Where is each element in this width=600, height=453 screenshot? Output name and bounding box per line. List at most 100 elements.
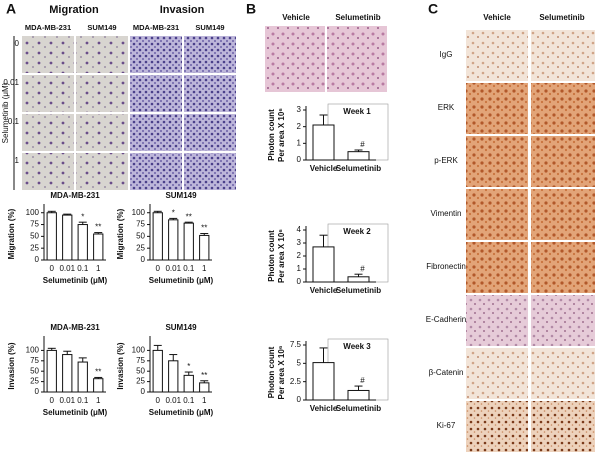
- bar: [168, 360, 179, 393]
- micrograph: [76, 75, 128, 112]
- row-label: IgG: [440, 50, 453, 59]
- bar: [46, 212, 57, 261]
- column-label: Selumetinib: [335, 13, 380, 22]
- dose-label: 0: [15, 39, 20, 48]
- row-label: Vimentin: [431, 209, 462, 218]
- y-tick-label: 25: [30, 377, 39, 386]
- dose-axis-label: Selumetinib (μM): [1, 82, 10, 143]
- x-tick-label: 0: [50, 264, 55, 273]
- bar: [183, 374, 194, 393]
- bar: [199, 234, 210, 261]
- x-tick-label: 0.1: [77, 396, 89, 405]
- y-tick-label: 0: [141, 255, 146, 264]
- micrograph: [184, 75, 236, 112]
- column-label: MDA-MB-231: [133, 23, 179, 32]
- y-axis-label: Migration (%): [7, 208, 16, 259]
- bar: [312, 124, 335, 161]
- y-tick-label: 0: [297, 277, 302, 286]
- y-tick-label: 100: [132, 346, 146, 355]
- y-tick-label: 0: [297, 155, 302, 164]
- x-tick-label: Selumetinib: [336, 286, 381, 295]
- x-tick-label: Selumetinib: [336, 164, 381, 173]
- row-label: E-Cadherin: [426, 315, 466, 324]
- x-tick-label: 1: [96, 396, 101, 405]
- chart-title: Week 2: [343, 227, 371, 236]
- significance: #: [360, 140, 365, 149]
- micrograph: [466, 348, 528, 399]
- panel-label: B: [246, 1, 256, 17]
- micrograph: [22, 114, 74, 151]
- micrograph: [531, 136, 595, 187]
- y-axis-label: Per area X 10⁶: [277, 229, 286, 283]
- bar: [347, 389, 370, 401]
- significance: **: [95, 368, 101, 377]
- micrograph: [327, 26, 387, 92]
- chart-title: MDA-MB-231: [50, 191, 100, 200]
- micrograph: [130, 153, 182, 190]
- micrograph: [531, 295, 595, 346]
- micrograph: [466, 136, 528, 187]
- bar: [152, 212, 163, 261]
- y-tick-label: 2: [297, 251, 302, 260]
- micrograph: [130, 75, 182, 112]
- x-tick-label: 1: [202, 264, 207, 273]
- bar: [77, 224, 88, 261]
- dose-label: 0.01: [3, 78, 19, 87]
- bar: [183, 222, 194, 261]
- y-tick-label: 75: [136, 356, 145, 365]
- bar: [46, 349, 57, 393]
- x-tick-label: 0: [156, 264, 161, 273]
- micrograph: [22, 153, 74, 190]
- x-tick-label: 0.01: [165, 396, 181, 405]
- bar: [152, 349, 163, 393]
- x-tick-label: 0: [156, 396, 161, 405]
- micrograph: [76, 36, 128, 73]
- x-tick-label: 0.01: [165, 264, 181, 273]
- chart-title: Week 1: [343, 107, 371, 116]
- significance: **: [201, 371, 207, 380]
- y-tick-label: 0: [297, 395, 302, 404]
- significance: #: [360, 376, 365, 385]
- x-tick-label: 0: [50, 396, 55, 405]
- row-label: Fibronectin: [426, 262, 466, 271]
- panel-label: A: [6, 1, 16, 17]
- micrograph: [531, 348, 595, 399]
- y-tick-label: 1: [297, 264, 302, 273]
- chart-title: SUM149: [165, 191, 197, 200]
- x-axis-label: Selumetinib (μM): [149, 408, 214, 417]
- micrograph: [130, 36, 182, 73]
- micrograph: [466, 242, 528, 293]
- y-tick-label: 50: [30, 366, 39, 375]
- dose-label: 0.1: [8, 117, 20, 126]
- bar: [93, 233, 104, 261]
- y-tick-label: 0: [35, 387, 40, 396]
- x-tick-label: 1: [96, 264, 101, 273]
- x-tick-label: 0.01: [59, 396, 75, 405]
- y-axis-label: Per area X 10⁶: [277, 108, 286, 162]
- bar: [199, 382, 210, 393]
- x-tick-label: 1: [202, 396, 207, 405]
- y-tick-label: 50: [136, 231, 145, 240]
- y-tick-label: 75: [30, 356, 39, 365]
- y-tick-label: 25: [136, 243, 145, 252]
- x-tick-label: Vehicle: [310, 286, 338, 295]
- y-tick-label: 3: [297, 105, 302, 114]
- bar: [168, 219, 179, 261]
- significance: *: [81, 212, 84, 221]
- y-axis-label: Invasion (%): [116, 342, 125, 389]
- row-label: p-ERK: [434, 156, 458, 165]
- micrograph: [184, 36, 236, 73]
- panel-label: C: [428, 1, 438, 17]
- y-axis-label: Invasion (%): [7, 342, 16, 389]
- y-tick-label: 100: [26, 346, 40, 355]
- header: Migration: [49, 4, 99, 16]
- y-tick-label: 2: [297, 122, 302, 131]
- chart-title: Week 3: [343, 342, 371, 351]
- significance: **: [201, 224, 207, 233]
- micrograph: [531, 83, 595, 134]
- column-label: Vehicle: [483, 13, 511, 22]
- significance: *: [187, 362, 190, 371]
- significance: #: [360, 264, 365, 273]
- micrograph: [466, 401, 528, 452]
